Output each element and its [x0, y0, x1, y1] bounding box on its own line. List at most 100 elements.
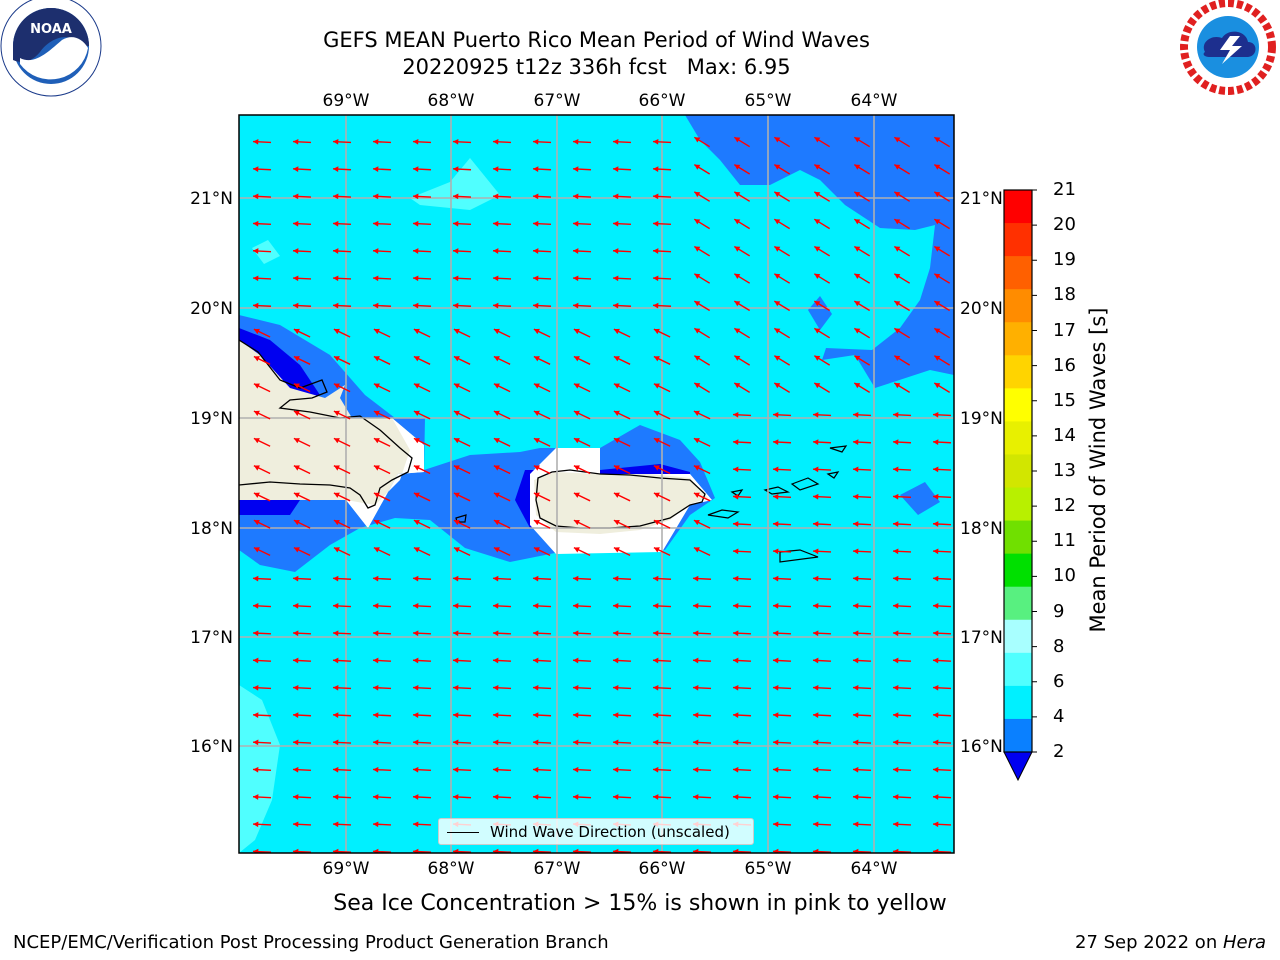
wave-direction-arrow	[492, 275, 512, 282]
wave-direction-arrow	[532, 603, 552, 609]
wave-direction-arrow	[252, 684, 272, 691]
wave-direction-arrow	[492, 166, 512, 172]
lon-label: 67°W	[534, 91, 581, 111]
wave-direction-arrow	[493, 355, 511, 365]
lat-label: 20°N	[190, 299, 233, 319]
mid-shade-northeast	[685, 115, 954, 388]
wave-direction-arrow	[372, 766, 392, 773]
wave-direction-arrow	[493, 465, 511, 475]
wave-direction-arrow	[252, 821, 272, 828]
wave-direction-arrow	[932, 794, 952, 800]
mid-shade-sombrero	[808, 296, 832, 330]
land-hispaniola	[239, 340, 424, 528]
wave-direction-arrow	[812, 493, 832, 500]
wave-direction-arrow	[492, 630, 512, 637]
wave-direction-arrow	[292, 657, 312, 664]
wave-direction-arrow	[773, 191, 791, 202]
wave-direction-arrow	[772, 493, 792, 500]
wave-direction-arrow	[373, 355, 391, 365]
wave-direction-arrow	[573, 465, 591, 475]
wave-direction-arrow	[892, 821, 912, 828]
wave-direction-arrow	[572, 248, 592, 254]
wave-direction-arrow	[653, 546, 671, 557]
wave-direction-arrow	[612, 739, 632, 746]
wave-direction-arrow	[532, 193, 552, 200]
wave-direction-arrow	[452, 739, 472, 746]
wave-direction-arrow	[853, 382, 871, 394]
wave-direction-arrow	[932, 684, 952, 691]
wave-direction-arrow	[812, 411, 832, 418]
wave-direction-arrow	[252, 575, 272, 582]
lat-label: 19°N	[190, 409, 233, 429]
lon-label: 66°W	[639, 859, 686, 879]
wave-direction-arrow	[892, 630, 912, 637]
wave-direction-arrow	[332, 220, 352, 227]
wave-direction-arrow	[812, 548, 832, 555]
wave-direction-arrow	[332, 630, 352, 637]
wave-direction-arrow	[412, 575, 432, 582]
wave-direction-arrow	[733, 245, 751, 257]
wave-direction-arrow	[813, 136, 831, 148]
wave-direction-arrow	[692, 739, 712, 746]
wave-direction-arrow	[653, 519, 671, 529]
wave-direction-arrow	[532, 275, 552, 282]
wave-direction-arrow	[693, 300, 711, 312]
wave-direction-arrow	[533, 437, 551, 447]
wave-direction-arrow	[733, 218, 751, 230]
wave-direction-arrow	[492, 794, 512, 800]
lon-label: 66°W	[639, 91, 686, 111]
coastline-stjohn	[790, 477, 820, 491]
wave-direction-arrow	[932, 657, 952, 664]
wave-direction-arrow	[852, 575, 872, 582]
wave-direction-arrow	[292, 684, 312, 691]
wave-direction-arrow	[773, 382, 791, 394]
wave-direction-arrow	[892, 548, 912, 555]
wave-direction-arrow	[372, 794, 392, 800]
wave-direction-arrow	[772, 657, 792, 664]
wave-direction-arrow	[853, 191, 871, 202]
wave-direction-arrow	[932, 848, 952, 853]
wave-direction-arrow	[412, 821, 432, 828]
wave-direction-arrow	[653, 355, 671, 365]
wave-direction-arrow	[932, 821, 952, 828]
wave-direction-arrow	[933, 382, 951, 394]
wave-direction-arrow	[573, 355, 591, 365]
wave-direction-arrow	[492, 603, 512, 609]
wave-direction-arrow	[932, 739, 952, 746]
wave-direction-arrow	[412, 138, 432, 145]
lon-label: 65°W	[745, 91, 792, 111]
wave-direction-arrow	[652, 766, 672, 773]
wave-direction-arrow	[932, 575, 952, 582]
noaa-logo: NOAA	[0, 0, 102, 97]
wave-direction-arrow	[932, 466, 952, 473]
wave-direction-arrow	[572, 603, 592, 609]
wave-direction-arrow	[853, 136, 871, 148]
wave-direction-arrow	[652, 575, 672, 582]
wave-direction-arrow	[492, 575, 512, 582]
colorbar-segment	[1004, 685, 1032, 720]
wave-direction-arrow	[692, 684, 712, 691]
colorbar-tick-label: 10	[1053, 565, 1076, 587]
wave-direction-arrow	[492, 766, 512, 773]
wave-direction-arrow	[332, 766, 352, 773]
wave-direction-arrow	[492, 848, 512, 853]
wave-direction-arrow	[332, 684, 352, 691]
wave-direction-arrow	[892, 521, 912, 527]
wave-direction-arrow	[692, 766, 712, 773]
wave-direction-arrow	[693, 465, 711, 475]
wave-direction-arrow	[572, 166, 592, 172]
wave-direction-arrow	[253, 465, 271, 475]
lat-label: 18°N	[190, 519, 233, 539]
wave-direction-arrow	[652, 302, 672, 309]
wave-direction-arrow	[893, 245, 911, 257]
wave-direction-arrow	[292, 220, 312, 227]
wave-direction-arrow	[733, 382, 751, 394]
colorbar-segment	[1004, 619, 1032, 654]
wave-direction-arrow	[332, 166, 352, 172]
wave-direction-arrow	[692, 712, 712, 718]
wave-direction-arrow	[492, 138, 512, 145]
wave-direction-arrow	[372, 821, 392, 828]
wave-direction-arrow	[732, 411, 752, 418]
wave-direction-arrow	[492, 657, 512, 664]
wave-direction-arrow	[612, 603, 632, 609]
